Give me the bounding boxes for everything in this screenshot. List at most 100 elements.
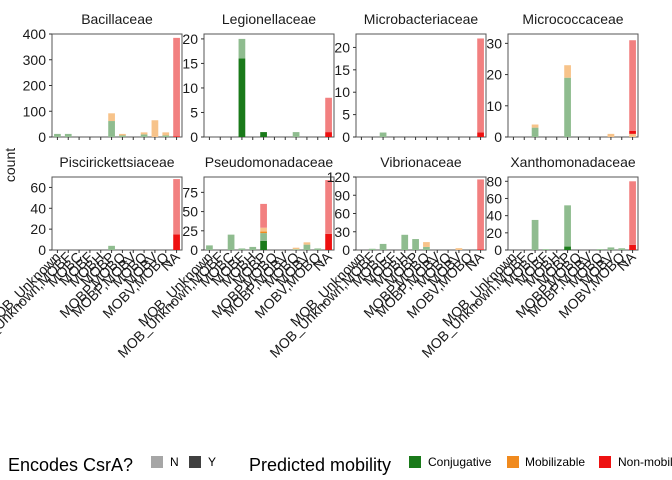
panel-title: Micrococcaceae xyxy=(522,11,623,27)
bar-segment-mobv-mobilizable-n xyxy=(607,133,615,137)
bar-segment-na-non-mobilizable-y xyxy=(173,234,180,250)
bar-segment-na-non-mobilizable-n xyxy=(629,40,636,131)
legend-swatch-non-mobilizable xyxy=(599,456,611,468)
bar-segment-mobp-conjugative-y xyxy=(260,132,267,137)
y-tick-label: 0 xyxy=(342,242,350,258)
y-tick-label: 0 xyxy=(342,129,350,145)
bar-segment-mobp-mobq-mobilizable-n xyxy=(423,242,430,247)
y-tick-label: 120 xyxy=(327,169,351,185)
panel-title: Bacillaceae xyxy=(81,11,153,27)
legend-label-conjugative: Conjugative xyxy=(428,455,492,469)
bar-segment-mob-unknown-conjugative-n xyxy=(206,245,213,250)
y-tick-label: 80 xyxy=(486,173,502,189)
bar-segment-mobq-mobilizable-n xyxy=(140,132,148,135)
bar-segment-mobp-conjugative-n xyxy=(564,205,571,247)
y-tick-label: 40 xyxy=(486,208,502,224)
y-tick-label: 75 xyxy=(182,184,198,200)
y-tick-label: 50 xyxy=(182,204,198,220)
bar-segment-na-non-mobilizable-n xyxy=(173,37,180,137)
legend-swatch-csra-y xyxy=(189,456,201,468)
y-tick-label: 30 xyxy=(334,224,350,240)
panel-title: Xanthomonadaceae xyxy=(510,154,636,170)
y-tick-label: 5 xyxy=(342,107,350,123)
bar-segment-mobv-mobq-conjugative-n xyxy=(314,248,322,250)
y-tick-label: 15 xyxy=(334,62,350,78)
panel-frame xyxy=(51,176,183,251)
legend: Encodes CsrA? N Y Predicted mobility Con… xyxy=(8,455,672,475)
bar-segment-mobc-conjugative-n xyxy=(531,127,539,137)
bar-segment-mob-unknown-conjugative-n xyxy=(54,133,61,137)
bar-segment-na-non-mobilizable-y xyxy=(325,132,332,137)
bar-segment-mobf-conjugative-y xyxy=(238,58,246,137)
bar-segment-mobc-conjugative-n xyxy=(531,219,539,250)
y-tick-label: 15 xyxy=(182,55,198,71)
legend-label-csra-y: Y xyxy=(208,455,216,469)
bar-segment-mob-unknown-mobf-conjugative-n xyxy=(64,133,72,137)
panel-frame xyxy=(355,33,487,138)
panel-title: Microbacteriaceae xyxy=(364,11,479,27)
bar-segment-na-non-mobilizable-n xyxy=(173,179,180,235)
bar-segment-mobv-mobq-conjugative-n xyxy=(618,248,626,250)
bar-segment-mobv-mobilizable-n xyxy=(151,120,159,137)
y-tick-label: 20 xyxy=(486,67,502,83)
panel-title: Legionellaceae xyxy=(222,11,316,27)
bar-segment-mobp-mobq-conjugative-n xyxy=(119,135,126,137)
y-tick-label: 0 xyxy=(38,242,46,258)
y-tick-label: 40 xyxy=(30,200,46,216)
y-tick-label: 60 xyxy=(30,179,46,195)
bar-segment-mobv-mobq-conjugative-n xyxy=(162,135,170,137)
legend-label-mobilizable: Mobilizable xyxy=(525,455,585,469)
bar-segment-mobv-mobq-mobilizable-n xyxy=(162,132,170,136)
legend-label-non-mobilizable: Non-mobilizable xyxy=(618,455,672,469)
panel-micrococcaceae: Micrococcaceae 0 10 20 30 xyxy=(486,11,639,145)
bar-segment-na-mobilizable-n xyxy=(629,133,636,137)
y-axis-label: count xyxy=(2,148,18,182)
y-tick-label: 400 xyxy=(23,26,47,42)
panel-legionellaceae: Legionellaceae 0 5 10 15 20 xyxy=(182,11,335,145)
bar-segment-na-non-mobilizable-n xyxy=(477,179,484,250)
y-tick-label: 0 xyxy=(190,129,198,145)
bar-segment-mobc-mobilizable-n xyxy=(531,124,539,128)
bar-segment-mobp-conjugative-n xyxy=(412,239,419,250)
bar-segment-mobq-mobilizable-n xyxy=(292,247,300,250)
panel-title: Vibrionaceae xyxy=(380,154,462,170)
bar-segment-mobp-mobilizable-n xyxy=(260,227,267,232)
bar-segment-mobp-mobilizable-n xyxy=(108,113,115,122)
bar-segment-mobp-conjugative-n xyxy=(108,245,115,250)
y-tick-label: 90 xyxy=(334,187,350,203)
bar-segment-na-non-mobilizable-y xyxy=(477,249,484,250)
bar-segment-na-non-mobilizable-y xyxy=(477,132,484,137)
bar-segment-mobh-conjugative-n xyxy=(401,234,409,250)
bar-segment-mobc-conjugative-n xyxy=(379,243,387,250)
bar-segment-mobp-mobilizable-n xyxy=(564,65,571,78)
bar-segment-na-non-mobilizable-y xyxy=(173,136,180,137)
bar-segment-mobf-conjugative-n xyxy=(238,248,246,250)
bar-segment-mobp-conjugative-n xyxy=(108,121,115,137)
bar-segment-mobc-conjugative-n xyxy=(227,234,235,250)
bar-segment-na-non-mobilizable-n xyxy=(477,38,484,133)
panel-bacillaceae: Bacillaceae 0 100 200 300 400 xyxy=(23,11,183,145)
panel-microbacteriaceae: Microbacteriaceae 0 5 10 15 20 xyxy=(334,11,487,145)
bar-segment-na-non-mobilizable-n xyxy=(629,181,636,245)
bar-segment-na-non-mobilizable-y xyxy=(629,244,636,250)
bar-segment-mobp-conjugative-n xyxy=(260,233,267,241)
y-tick-label: 200 xyxy=(23,78,47,94)
y-tick-label: 10 xyxy=(334,84,350,100)
y-tick-label: 60 xyxy=(334,206,350,222)
bar-segment-mobp-mobq-conjugative-n xyxy=(423,246,430,250)
bar-segment-mobp-conjugative-n xyxy=(564,77,571,137)
bar-segment-mobq-conjugative-n xyxy=(140,134,148,137)
legend-title-mobility: Predicted mobility xyxy=(249,455,391,475)
y-tick-label: 0 xyxy=(190,242,198,258)
panel-frame xyxy=(203,176,335,251)
bar-segment-mob-unknown-mobf-conjugative-n xyxy=(368,248,376,250)
legend-swatch-mobilizable xyxy=(507,456,519,468)
bar-segment-mobq-conjugative-n xyxy=(292,132,300,137)
bar-segment-mobv-mobilizable-n xyxy=(303,242,311,245)
panel-frame xyxy=(507,33,639,138)
bar-segment-mobv-conjugative-n xyxy=(303,244,311,250)
legend-swatch-conjugative xyxy=(409,456,421,468)
bar-segment-mobc-conjugative-n xyxy=(379,132,387,137)
legend-label-csra-n: N xyxy=(170,455,179,469)
